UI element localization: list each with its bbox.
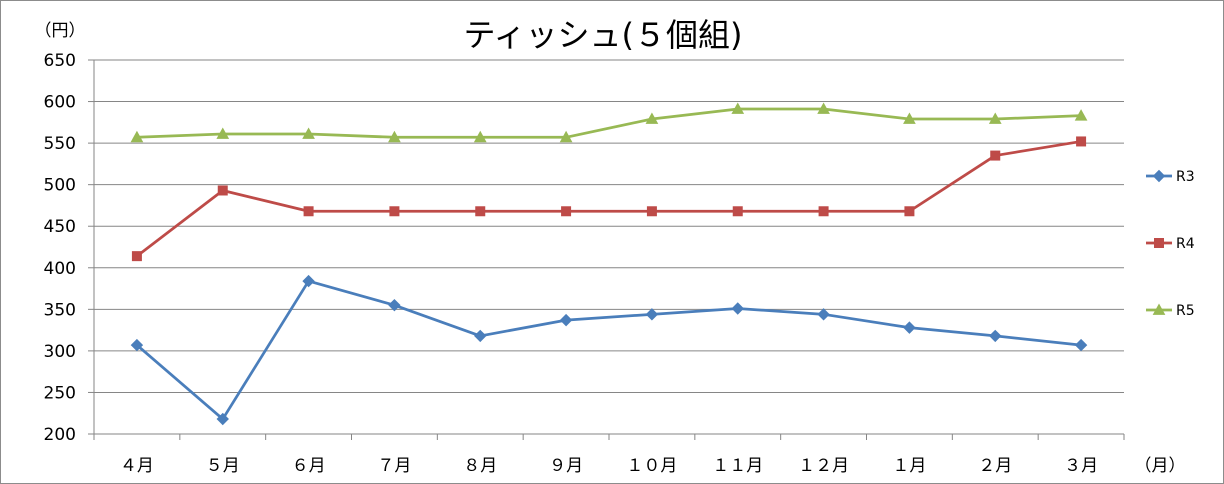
data-point-r4: [732, 206, 743, 217]
data-point-r3: [559, 313, 573, 327]
data-point-r5: [731, 102, 745, 114]
data-point-r4: [904, 206, 915, 217]
data-point-r4: [818, 206, 829, 217]
x-axis-unit-label: （月）: [1135, 456, 1186, 476]
series-r4: [131, 136, 1087, 262]
data-point-r4: [131, 251, 142, 262]
y-tick-label: 200: [44, 425, 76, 445]
series-line-r5: [136, 107, 1082, 139]
legend-label-r4: R4: [1176, 236, 1195, 252]
data-point-r4: [1076, 136, 1087, 147]
x-tick-label: ３月: [1064, 456, 1098, 476]
data-point-r3: [645, 308, 659, 321]
data-point-r5: [988, 112, 1002, 124]
y-tick-label: 500: [44, 176, 76, 196]
data-point-r3: [388, 298, 401, 312]
data-point-r5: [130, 130, 144, 143]
series-r3: [130, 274, 1088, 426]
data-point-r4: [217, 185, 228, 196]
x-tick-label: １１月: [712, 456, 763, 476]
data-point-r4: [990, 150, 1001, 161]
x-tick-label: ４月: [120, 456, 154, 476]
legend-item-r5: R5: [1146, 303, 1195, 319]
x-tick-label: ７月: [377, 456, 411, 476]
data-point-r3: [731, 302, 744, 315]
data-point-r4: [475, 206, 486, 217]
data-point-r5: [216, 127, 230, 139]
x-tick-label: １月: [892, 456, 926, 476]
legend-item-r3: R3: [1146, 169, 1195, 185]
y-axis-unit-label: （円）: [35, 21, 86, 41]
series-r5: [130, 102, 1088, 143]
data-point-r3: [903, 321, 916, 334]
data-point-r3: [989, 329, 1002, 343]
data-point-r3: [216, 412, 229, 426]
data-point-r3: [130, 338, 144, 352]
data-point-r5: [903, 112, 916, 124]
data-point-r4: [646, 206, 657, 217]
data-point-r5: [817, 102, 830, 114]
data-point-r3: [1074, 338, 1088, 352]
data-point-r5: [473, 130, 487, 143]
chart-title: ティッシュ(５個組): [463, 16, 742, 54]
data-point-r4: [303, 206, 314, 217]
data-point-r5: [388, 130, 401, 143]
x-tick-label: １０月: [626, 456, 677, 476]
x-tick-label: ６月: [292, 456, 326, 476]
data-point-r4: [561, 206, 572, 217]
y-tick-label: 250: [44, 383, 76, 403]
x-tick-label: ５月: [206, 456, 240, 476]
legend-label-r3: R3: [1176, 169, 1195, 185]
y-tick-label: 550: [44, 134, 76, 154]
data-point-r3: [302, 274, 315, 288]
x-tick-label: ２月: [978, 456, 1012, 476]
x-tick-label: ８月: [463, 456, 497, 476]
y-tick-label: 300: [44, 342, 76, 362]
data-point-r5: [1074, 109, 1088, 121]
y-tick-label: 450: [44, 217, 76, 237]
y-tick-label: 600: [44, 93, 76, 113]
data-point-r3: [474, 329, 487, 343]
series-line-r4: [136, 140, 1082, 258]
data-point-r5: [559, 130, 573, 143]
data-point-r3: [817, 308, 830, 321]
legend-item-r4: R4: [1146, 236, 1195, 252]
legend-marker-r3: [1152, 169, 1166, 183]
series-line-r3: [136, 279, 1082, 421]
y-tick-label: 650: [44, 51, 76, 71]
legend-marker-r4: [1154, 238, 1164, 248]
y-tick-label: 350: [44, 300, 76, 320]
legend-marker-r5: [1152, 303, 1166, 315]
legend-label-r5: R5: [1176, 303, 1195, 319]
x-tick-label: １２月: [798, 456, 849, 476]
data-point-r4: [389, 206, 400, 217]
data-point-r5: [302, 127, 315, 139]
y-tick-label: 400: [44, 259, 76, 279]
data-point-r5: [645, 112, 659, 124]
x-tick-label: ９月: [549, 456, 583, 476]
